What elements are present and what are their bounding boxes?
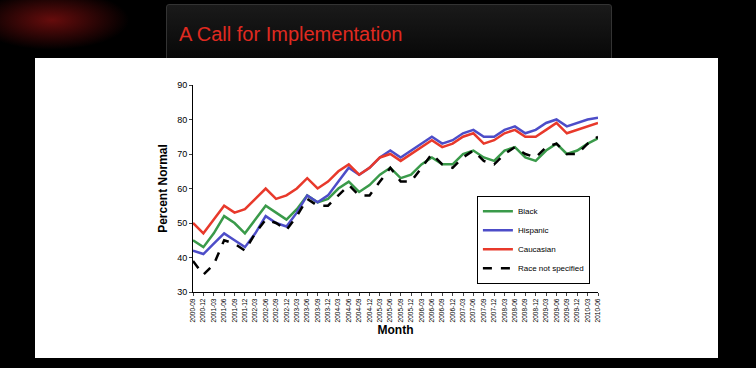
svg-text:30: 30 <box>177 287 187 297</box>
svg-text:2004-09: 2004-09 <box>355 298 362 322</box>
svg-text:2010-06: 2010-06 <box>594 298 601 322</box>
svg-text:50: 50 <box>177 218 187 228</box>
svg-text:2002-09: 2002-09 <box>272 298 279 322</box>
svg-text:2003-06: 2003-06 <box>303 298 310 322</box>
svg-text:Race not specified: Race not specified <box>518 264 584 273</box>
svg-text:2008-12: 2008-12 <box>532 298 539 322</box>
svg-text:2001-09: 2001-09 <box>231 298 238 322</box>
svg-text:2006-03: 2006-03 <box>418 298 425 322</box>
svg-text:2005-03: 2005-03 <box>376 298 383 322</box>
svg-text:2001-03: 2001-03 <box>210 298 217 322</box>
svg-text:2007-09: 2007-09 <box>480 298 487 322</box>
svg-text:90: 90 <box>177 80 187 90</box>
svg-text:2007-06: 2007-06 <box>469 298 476 322</box>
svg-text:2005-06: 2005-06 <box>386 298 393 322</box>
svg-text:2004-12: 2004-12 <box>366 298 373 322</box>
svg-text:80: 80 <box>177 115 187 125</box>
svg-text:2009-12: 2009-12 <box>573 298 580 322</box>
svg-text:2009-09: 2009-09 <box>563 298 570 322</box>
svg-text:Hispanic: Hispanic <box>518 226 549 235</box>
svg-text:2007-12: 2007-12 <box>490 298 497 322</box>
svg-text:2008-06: 2008-06 <box>511 298 518 322</box>
svg-text:2010-03: 2010-03 <box>584 298 591 322</box>
svg-text:2006-09: 2006-09 <box>438 298 445 322</box>
svg-text:2003-12: 2003-12 <box>324 298 331 322</box>
svg-text:60: 60 <box>177 184 187 194</box>
svg-text:2005-12: 2005-12 <box>407 298 414 322</box>
svg-text:2005-09: 2005-09 <box>397 298 404 322</box>
svg-text:2008-03: 2008-03 <box>501 298 508 322</box>
svg-text:Month: Month <box>378 323 414 337</box>
svg-text:2008-09: 2008-09 <box>521 298 528 322</box>
svg-text:2001-06: 2001-06 <box>220 298 227 322</box>
svg-text:2009-06: 2009-06 <box>553 298 560 322</box>
svg-text:Black: Black <box>518 207 539 216</box>
svg-text:2004-03: 2004-03 <box>334 298 341 322</box>
svg-text:40: 40 <box>177 253 187 263</box>
svg-text:2003-03: 2003-03 <box>293 298 300 322</box>
svg-text:2009-03: 2009-03 <box>542 298 549 322</box>
svg-text:2002-03: 2002-03 <box>251 298 258 322</box>
html-text:A Call for Implementation: A Call for Implementation <box>179 23 403 45</box>
svg-text:2000-09: 2000-09 <box>189 298 196 322</box>
svg-text:2004-06: 2004-06 <box>345 298 352 322</box>
svg-text:Percent Normal: Percent Normal <box>156 144 170 233</box>
svg-text:2006-06: 2006-06 <box>428 298 435 322</box>
svg-text:2002-06: 2002-06 <box>262 298 269 322</box>
svg-text:2003-09: 2003-09 <box>314 298 321 322</box>
svg-text:2001-12: 2001-12 <box>241 298 248 322</box>
svg-text:2006-12: 2006-12 <box>449 298 456 322</box>
svg-text:Caucasian: Caucasian <box>518 245 556 254</box>
svg-text:70: 70 <box>177 149 187 159</box>
svg-text:2000-12: 2000-12 <box>199 298 206 322</box>
svg-text:2007-03: 2007-03 <box>459 298 466 322</box>
svg-text:2002-12: 2002-12 <box>283 298 290 322</box>
